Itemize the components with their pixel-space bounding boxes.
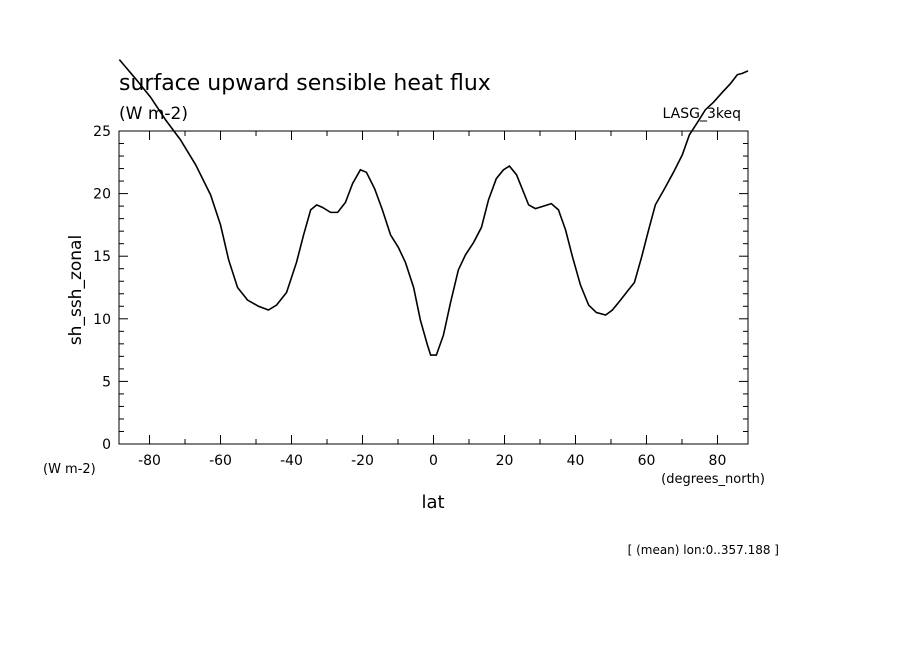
x-tick-label: 80 xyxy=(709,453,727,469)
y-tick-label: 25 xyxy=(93,124,111,140)
y-units: (W m-2) xyxy=(43,462,96,477)
x-tick-label: 60 xyxy=(638,453,656,469)
y-tick-label: 10 xyxy=(93,312,111,328)
x-tick-label: -80 xyxy=(138,453,161,469)
x-tick-label: 0 xyxy=(429,453,438,469)
x-axis-label: lat xyxy=(421,492,444,513)
x-units: (degrees_north) xyxy=(661,472,765,487)
data-line xyxy=(118,59,749,356)
y-tick-label: 15 xyxy=(93,249,111,265)
y-tick-label: 5 xyxy=(102,374,111,390)
x-tick-label: -20 xyxy=(351,453,374,469)
plot-frame xyxy=(118,130,749,445)
chart-title: surface upward sensible heat flux xyxy=(119,71,491,96)
y-tick-label: 20 xyxy=(93,187,111,203)
annotation: [ (mean) lon:0..357.188 ] xyxy=(628,543,779,557)
x-tick-label: 40 xyxy=(567,453,585,469)
chart-subtitle: (W m-2) xyxy=(119,104,188,124)
x-tick-label: -40 xyxy=(280,453,303,469)
y-axis-label: sh_ssh_zonal xyxy=(66,235,86,345)
x-tick-label: -60 xyxy=(209,453,232,469)
x-tick-label: 20 xyxy=(496,453,514,469)
dataset-label: LASG_3keq xyxy=(663,106,741,122)
y-tick-label: 0 xyxy=(102,437,111,453)
